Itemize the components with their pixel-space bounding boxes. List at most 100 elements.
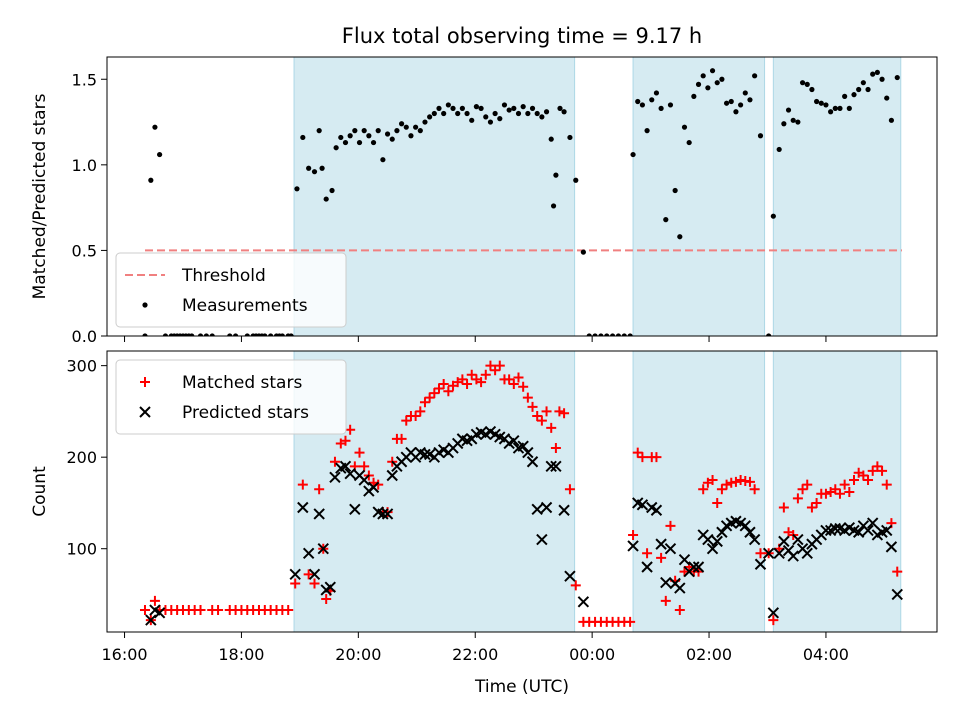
matched-star-point: [632, 447, 643, 458]
matched-star-point: [564, 484, 575, 495]
measurement-point: [709, 68, 716, 74]
measurement-point: [294, 186, 300, 192]
predicted-star-point: [891, 588, 903, 601]
measurement-point: [152, 124, 158, 130]
measurement-point: [639, 102, 646, 108]
x-tick-label: 02:00: [686, 645, 732, 664]
measurement-point: [427, 114, 433, 120]
matched-star-point: [570, 580, 581, 591]
measurement-point: [268, 333, 274, 336]
measurement-point: [785, 107, 792, 113]
observing-interval-band: [772, 351, 902, 632]
measurement-point: [776, 146, 782, 153]
matched-star-point: [410, 410, 421, 421]
legend-box: [115, 252, 347, 328]
measurement-point: [615, 333, 622, 336]
matched-star-point: [195, 605, 206, 616]
measurement-point: [262, 333, 268, 336]
measurement-point: [492, 110, 498, 117]
matched-star-point: [401, 415, 412, 426]
matched-star-point: [730, 476, 741, 487]
predicted-star-point: [577, 596, 590, 608]
measurement-point: [846, 105, 852, 111]
predicted-star-point: [739, 520, 751, 532]
measurement-point: [352, 128, 358, 134]
matched-star-point: [476, 377, 487, 388]
predicted-star-point: [778, 535, 790, 548]
measurement-point: [723, 100, 730, 106]
matched-star-point: [283, 605, 294, 616]
matched-star-point: [637, 452, 648, 463]
measurement-point: [333, 145, 339, 151]
matched-star-point: [749, 484, 760, 495]
measurement-point: [548, 136, 554, 142]
matched-star-point: [290, 578, 301, 589]
measurement-point: [856, 86, 862, 93]
measurement-point: [478, 105, 484, 111]
measurement-point: [323, 196, 329, 202]
matched-star-point: [665, 520, 676, 531]
y-axis-label: Count: [30, 466, 50, 517]
predicted-star-point: [706, 542, 719, 555]
measurement-point: [459, 105, 465, 111]
legend-entry-label: Predicted stars: [182, 403, 309, 423]
predicted-star-point: [678, 553, 691, 566]
predicted-star-point: [641, 561, 653, 573]
measurement-point: [790, 117, 796, 123]
x-tick-label: 20:00: [335, 645, 381, 664]
matched-star-point: [415, 406, 426, 417]
matched-star-point: [396, 433, 407, 444]
measurement-point: [227, 333, 233, 336]
measurement-point: [804, 81, 810, 87]
measurement-point: [719, 76, 725, 82]
predicted-star-point: [381, 508, 394, 520]
predicted-star-point: [145, 614, 157, 626]
predicted-star-point: [660, 576, 672, 589]
matched-star-point: [559, 408, 570, 419]
measurement-point: [870, 71, 876, 77]
measurement-point: [561, 109, 567, 115]
predicted-star-point: [674, 582, 686, 594]
measurement-point: [799, 80, 806, 86]
measurement-point: [487, 119, 494, 125]
measurement-point: [148, 177, 154, 183]
matched-star-point: [309, 578, 320, 589]
measurement-point: [658, 105, 664, 111]
legend: Matched stars Predicted stars: [115, 359, 347, 435]
measurement-point: [635, 98, 641, 105]
legend-entry-label: Measurements: [182, 296, 308, 316]
measurement-point: [609, 333, 616, 336]
measurement-point: [738, 102, 744, 108]
x-axis-label: Time (UTC): [474, 677, 569, 697]
predicted-star-point: [792, 533, 804, 546]
matched-star-point: [660, 595, 671, 606]
measurement-point: [742, 90, 748, 96]
predicted-star-point: [627, 540, 639, 552]
matched-star-point: [359, 461, 370, 472]
matched-star-point: [797, 484, 808, 495]
matched-star-point: [834, 488, 845, 499]
matched-star-point: [546, 422, 557, 433]
predicted-star-point: [367, 481, 380, 494]
matched-star-point: [839, 479, 850, 490]
measurement-point: [417, 128, 423, 134]
measurement-point: [311, 169, 318, 175]
matched-star-point: [863, 475, 874, 486]
matched-star-point: [712, 497, 723, 508]
matched-star-point: [707, 475, 718, 486]
measurement-point: [398, 121, 405, 127]
matched-star-point: [716, 484, 727, 495]
matched-star-point: [550, 443, 561, 454]
predicted-star-point: [711, 535, 723, 548]
measurement-point: [543, 109, 550, 115]
predicted-star-point: [881, 524, 893, 537]
matched-star-point: [340, 435, 351, 446]
predicted-star-point: [289, 568, 301, 581]
predicted-star-point: [550, 460, 562, 473]
measurement-point: [714, 80, 720, 86]
matched-star-point: [457, 374, 468, 385]
measurement-point: [306, 165, 312, 171]
y-tick-label: 0.0: [72, 327, 97, 346]
matched-star-point: [811, 497, 822, 508]
matched-star-point: [480, 369, 491, 380]
